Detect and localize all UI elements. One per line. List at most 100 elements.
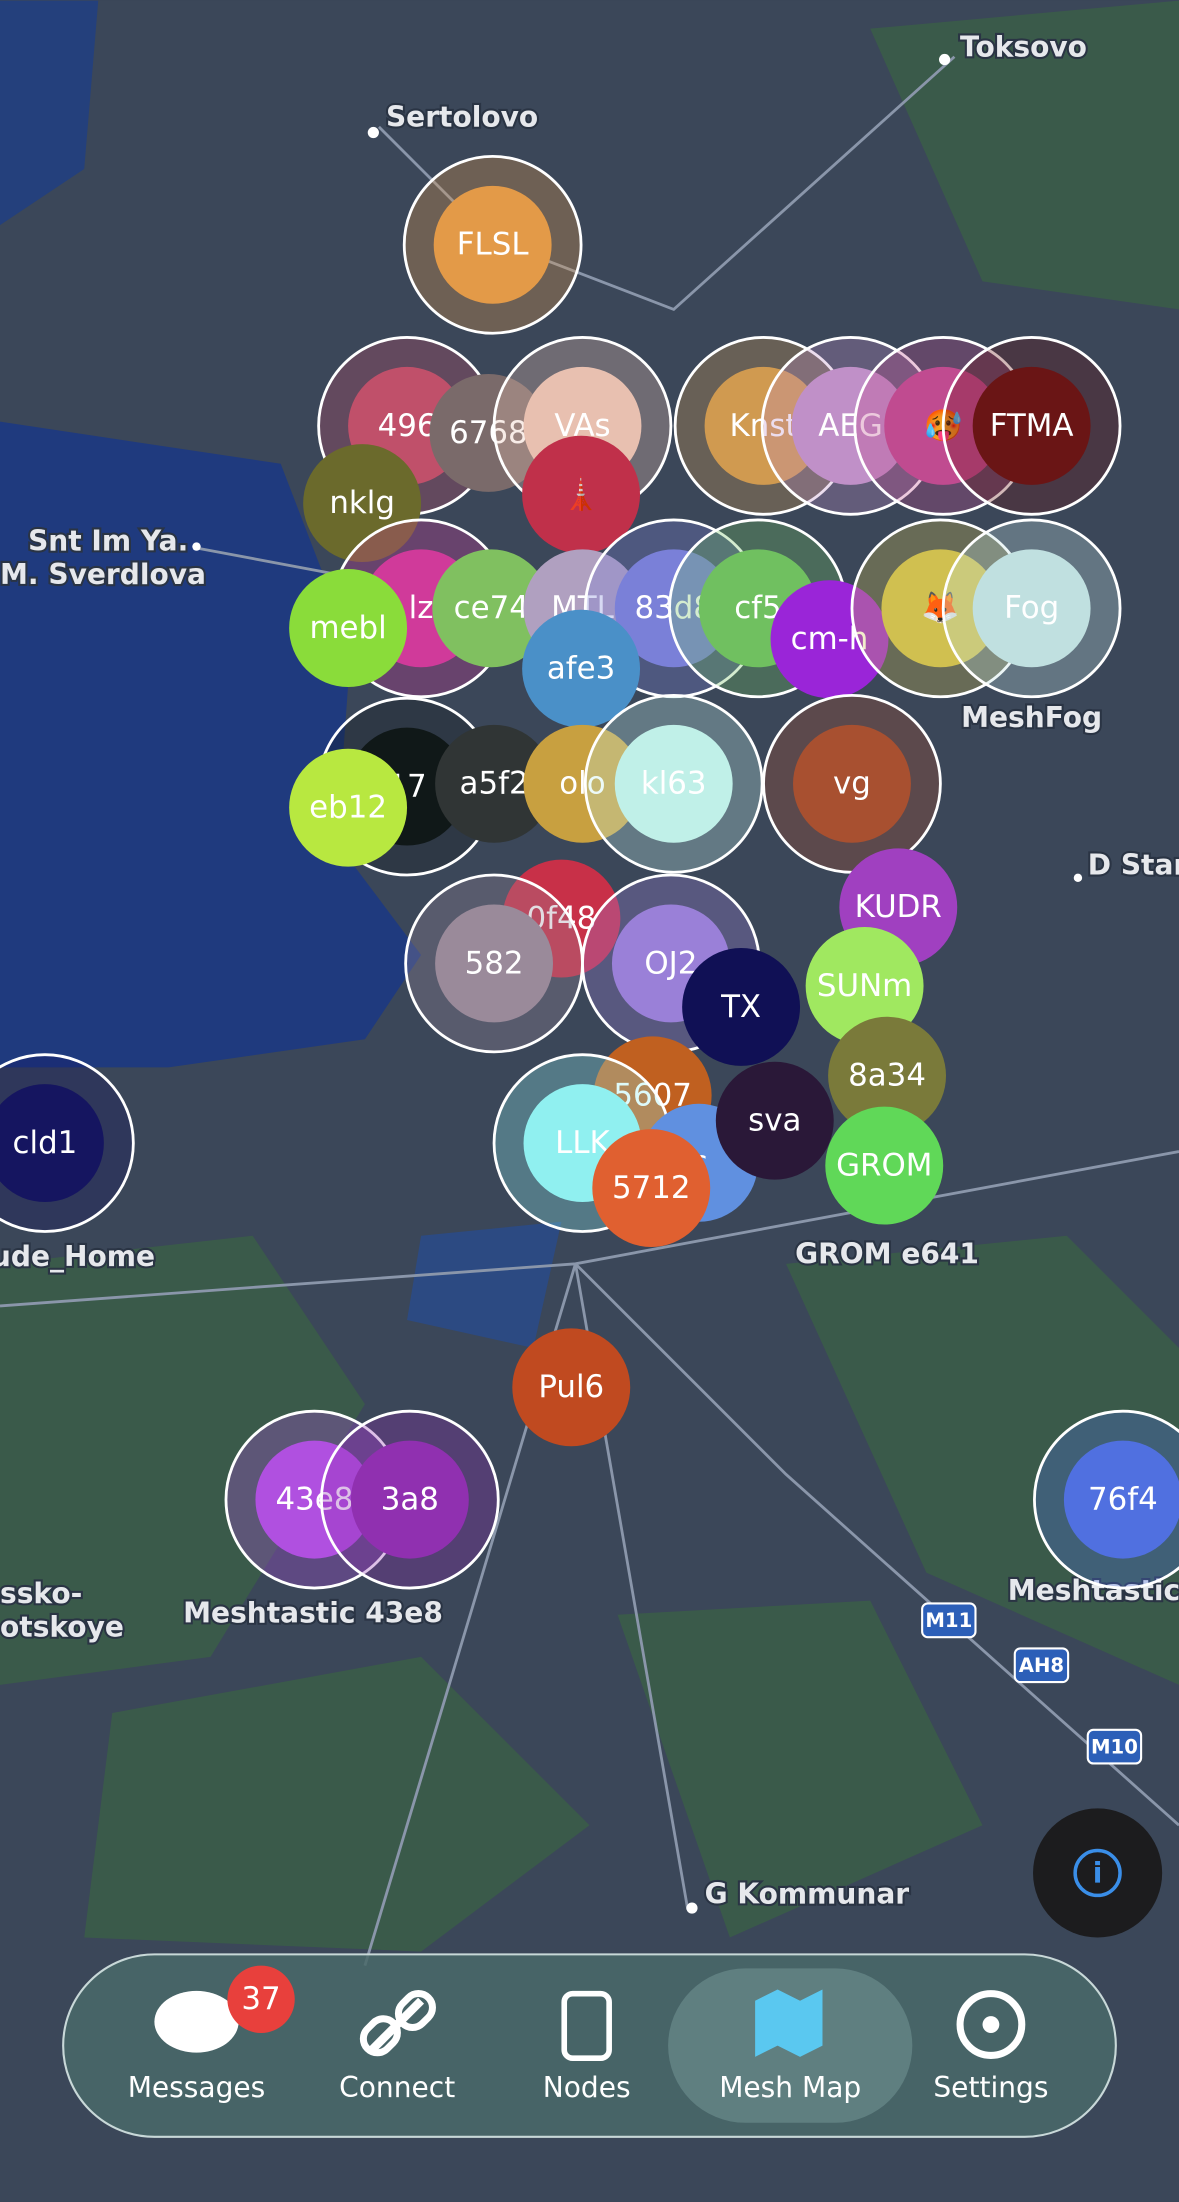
tab-label[interactable]: Mesh Map	[719, 2071, 861, 2104]
node-marker[interactable]	[972, 366, 1091, 485]
node-marker[interactable]	[289, 748, 408, 867]
node-marker[interactable]	[881, 549, 1000, 668]
tab-label[interactable]: Settings	[933, 2071, 1048, 2104]
node-label: 43e8	[275, 1482, 353, 1518]
node-marker[interactable]	[1063, 1440, 1179, 1559]
node-label: 5712	[612, 1170, 691, 1206]
forest	[0, 0, 1179, 1952]
node-label: Pul6	[538, 1369, 604, 1405]
place-label: Meshtastic 7	[1008, 1574, 1179, 1607]
place-label: G Kommunar	[705, 1877, 910, 1910]
node-label: vg	[833, 766, 871, 802]
node-label: 8a34	[848, 1058, 926, 1094]
node-marker[interactable]	[522, 435, 641, 554]
node-label: cld1	[13, 1125, 78, 1161]
badge-count: 37	[241, 1981, 280, 2017]
node-marker[interactable]	[614, 724, 733, 843]
node-marker[interactable]	[770, 580, 889, 699]
place-label: M. Sverdlova	[0, 558, 206, 591]
node-marker[interactable]	[0, 1084, 104, 1203]
node-marker[interactable]	[614, 549, 733, 668]
node-marker[interactable]	[682, 948, 801, 1066]
node-marker[interactable]	[523, 724, 642, 843]
place-label: MeshFog	[961, 701, 1102, 734]
badge	[227, 1965, 295, 2033]
road-label: M10	[1091, 1736, 1138, 1759]
node-label: GROM	[836, 1147, 932, 1183]
node-marker[interactable]	[432, 549, 551, 668]
node-label: olo	[559, 766, 605, 802]
node-label: kl63	[641, 766, 707, 802]
node-label: a5f2	[460, 766, 529, 802]
node-marker[interactable]	[512, 1328, 631, 1447]
node-marker[interactable]	[429, 373, 548, 492]
node-marker[interactable]	[805, 926, 924, 1045]
node-label: 76f4	[1088, 1482, 1158, 1518]
info-icon	[1073, 1848, 1122, 1898]
node-label: nklg	[329, 485, 395, 521]
node-marker[interactable]	[350, 1440, 469, 1559]
node-label: afe3	[547, 651, 615, 687]
node-label: 🦊	[921, 590, 959, 626]
node-label: AEG	[818, 408, 883, 444]
node-label: cm-h	[791, 621, 869, 657]
road-shield	[1013, 1647, 1070, 1684]
tab-label[interactable]: Connect	[339, 2071, 455, 2104]
node-label: 582	[465, 945, 524, 981]
node-label: SUNm	[817, 968, 912, 1004]
place-dot	[192, 542, 201, 551]
node-label: 6768	[449, 415, 528, 451]
node-marker[interactable]	[791, 366, 910, 485]
road-shield	[1086, 1728, 1143, 1765]
node-label: Fog	[1004, 590, 1059, 626]
tab-label[interactable]: Messages	[128, 2071, 266, 2104]
node-marker[interactable]	[828, 1016, 947, 1135]
water	[407, 1221, 562, 1349]
place-label: Meshtastic 43e8	[183, 1597, 443, 1630]
node-label: FTMA	[990, 408, 1074, 444]
node-marker[interactable]	[972, 549, 1091, 668]
place-label: Snt Im Ya.	[28, 524, 188, 557]
info-button[interactable]	[1033, 1808, 1163, 1938]
node-marker[interactable]	[435, 724, 554, 843]
place-label: Sertolovo	[386, 100, 538, 133]
node-marker[interactable]	[592, 1129, 711, 1247]
place-label: D Star	[1088, 849, 1179, 882]
place-dot	[686, 1902, 698, 1914]
node-marker[interactable]	[255, 1440, 374, 1559]
tab-icons	[154, 1989, 1026, 2062]
road-shield	[921, 1602, 977, 1639]
node-label: ce74	[454, 590, 529, 626]
node-marker[interactable]	[825, 1106, 944, 1225]
place-label: GROM e641	[795, 1237, 979, 1270]
place-dot	[367, 126, 379, 139]
place-label: otskoye	[0, 1611, 124, 1644]
water	[0, 0, 99, 226]
info-icon: i	[1093, 1856, 1103, 1889]
node-label: 3a8	[381, 1482, 439, 1518]
node-marker[interactable]	[793, 724, 911, 843]
node-label: TX	[720, 989, 761, 1025]
node-label: OJ2	[644, 945, 697, 981]
node-label: 496	[378, 408, 437, 444]
road-label: M11	[925, 1609, 972, 1632]
node-marker[interactable]	[289, 569, 408, 687]
tab-label[interactable]: Nodes	[543, 2071, 631, 2104]
node-label: KUDR	[855, 889, 942, 925]
place-label: ude_Home	[0, 1240, 155, 1273]
place-dot	[938, 53, 951, 66]
node-label: 🗼	[562, 476, 600, 513]
road-label: AH8	[1019, 1654, 1064, 1677]
node-marker[interactable]	[435, 904, 554, 1023]
place-label: Toksovo	[960, 30, 1087, 63]
node-marker[interactable]	[715, 1061, 834, 1180]
node-marker[interactable]	[522, 609, 641, 728]
node-label: eb12	[309, 790, 387, 826]
place-dot	[1073, 873, 1083, 883]
node-label: LLK	[555, 1125, 610, 1161]
node-marker[interactable]	[433, 185, 552, 304]
node-label: mebl	[309, 610, 386, 646]
node-marker[interactable]	[303, 444, 422, 563]
node-label: lz	[409, 590, 434, 626]
